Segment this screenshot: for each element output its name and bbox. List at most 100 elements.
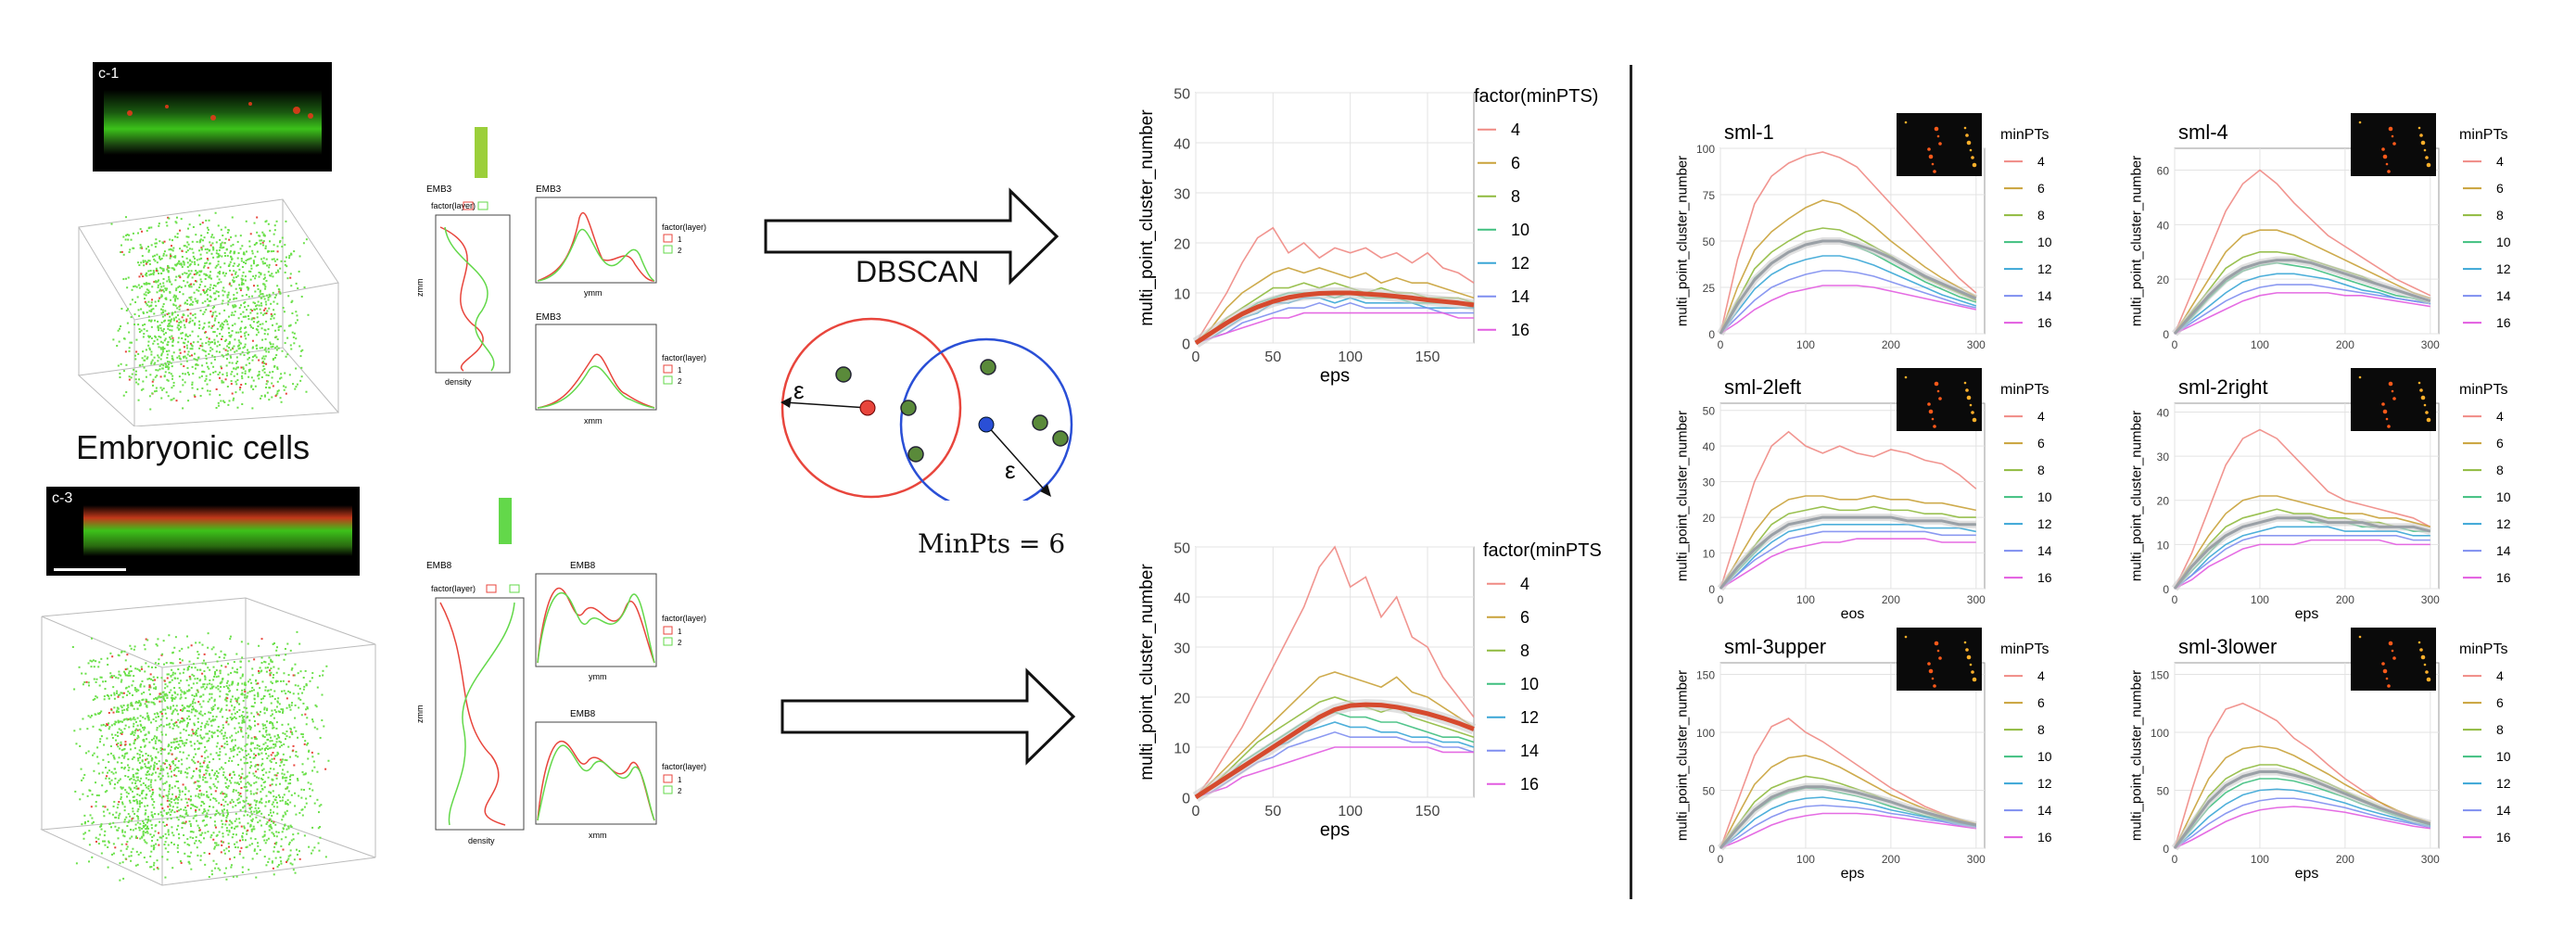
line-chart-sml-2right: 0 10 20 30 40 0 100 200 300 eps multi_point_cluste…: [2129, 368, 2511, 622]
legend-label: 8: [2037, 208, 2045, 222]
legend-title: factor(layer): [662, 353, 706, 362]
legend-label: 16: [2037, 570, 2052, 585]
legend-key: [463, 201, 474, 210]
legend-label: 6: [1520, 608, 1529, 627]
density-title: EMB3: [536, 184, 562, 195]
thumbnail-speck: [2385, 677, 2389, 680]
thumbnail-speck: [1928, 154, 1934, 159]
x-tick-label: 0: [1192, 804, 1200, 819]
thumbnail-speck: [1931, 162, 1935, 166]
thumbnail-speck: [2417, 381, 2421, 385]
series-line-4: [1195, 545, 1475, 798]
legend-title: factor(layer): [662, 614, 706, 623]
legend-label: 16: [1520, 775, 1539, 794]
x-axis-label: eps: [1841, 866, 1865, 882]
x-axis-label: eos: [1841, 606, 1865, 622]
x-tick-label: 100: [2251, 593, 2269, 606]
legend-label: 16: [2037, 315, 2052, 330]
thumbnail-speck: [2391, 389, 2394, 393]
series-line-6: [1719, 199, 1977, 335]
legend-label: 6: [1511, 154, 1520, 172]
thumbnail-speck: [1965, 133, 1969, 137]
plot-area: [1719, 402, 1986, 590]
thumbnail-speck: [1904, 121, 1908, 124]
legend-label: 6: [2496, 695, 2504, 710]
thumbnail-speck: [2420, 395, 2426, 400]
y-tick-label: 30: [1703, 476, 1716, 489]
thumbnail-speck: [2381, 147, 2385, 151]
x-tick-label: 300: [1967, 593, 1986, 606]
y-tick-label: 20: [1174, 691, 1190, 706]
legend-label: 12: [2037, 776, 2052, 791]
thumbnail-speck: [1928, 668, 1934, 674]
x-tick-label: 200: [2336, 853, 2354, 866]
x-tick-label: 0: [2172, 853, 2178, 866]
legend-label: 12: [2496, 516, 2511, 531]
y-tick-label: 100: [1696, 143, 1715, 156]
thumbnail-speck: [2358, 121, 2362, 124]
thumbnail-speck: [1971, 156, 1974, 159]
thumbnail-speck: [1928, 409, 1934, 414]
legend-label: 14: [2037, 543, 2052, 558]
x-tick-label: 200: [2336, 593, 2354, 606]
legend-label: 10: [2496, 489, 2511, 504]
y-axis-label: multi_point_cluster_number: [2129, 411, 2145, 581]
density-title: EMB3: [536, 312, 562, 323]
legend-label: 8: [2496, 463, 2504, 477]
series-line-14: [2174, 535, 2430, 590]
chart-title: sml-2right: [2178, 375, 2268, 399]
thumbnail-speck: [1927, 402, 1931, 406]
series-line-8: [1195, 696, 1475, 798]
thumbnail-speck: [1971, 670, 1974, 674]
series-line-16: [1719, 285, 1976, 335]
x-tick-label: 150: [1415, 349, 1440, 365]
embryonic-cells-label: Embryonic cells: [76, 428, 311, 466]
x-tick-label: 100: [2251, 853, 2269, 866]
legend-label: 4: [2037, 668, 2045, 683]
smooth-line: [1719, 785, 1977, 849]
thumbnail-speck: [1963, 641, 1967, 644]
legend-label: 14: [1511, 287, 1529, 306]
thumbnail-speck: [1936, 389, 1940, 393]
legend-title: factor(layer): [662, 222, 706, 232]
series-line-6: [1195, 267, 1475, 344]
legend-title: minPTs: [2459, 127, 2507, 143]
legend-label: 6: [2037, 695, 2045, 710]
y-tick-label: 50: [1174, 86, 1190, 102]
x-tick-label: 200: [1882, 338, 1900, 351]
thumbnail-speck: [2391, 649, 2394, 653]
y-tick-label: 0: [2163, 328, 2169, 341]
y-tick-label: 100: [1696, 727, 1715, 740]
legend-title: factor(layer): [662, 762, 706, 771]
y-tick-label: 10: [2157, 539, 2170, 552]
line-chart-sml-4: 0 20 40 60 0 100 200 300 multi_point_cluster_num…: [2129, 113, 2511, 351]
series-line-12: [2174, 526, 2430, 590]
plot-frame: [535, 573, 657, 667]
series-line-6: [2174, 495, 2431, 590]
smooth-line: [2173, 516, 2431, 590]
thumbnail-speck: [2358, 375, 2362, 379]
axis-label: xmm: [584, 416, 603, 425]
thumbnail-speck: [1965, 388, 1969, 392]
legend-label: 4: [2037, 409, 2045, 424]
chart-title: sml-4: [2178, 121, 2228, 144]
axis-label: density: [468, 836, 495, 845]
thumbnail-speck: [1966, 654, 1972, 660]
x-tick-label: 0: [1718, 338, 1724, 351]
panel-tag: c-1: [98, 66, 120, 82]
y-tick-label: 75: [1703, 189, 1716, 202]
density-title: EMB3: [426, 184, 452, 195]
y-tick-label: 50: [1174, 540, 1190, 556]
legend-label: 10: [2037, 749, 2052, 764]
thumbnail-speck: [1927, 147, 1931, 151]
series-line-6: [2174, 229, 2431, 335]
y-axis-label: multi_point_cluster_number: [1137, 109, 1157, 326]
series-line-14: [1719, 530, 1976, 590]
plot-frame: [535, 721, 657, 825]
thumbnail-speck: [1972, 162, 1977, 168]
thumbnail-speck: [2419, 648, 2423, 652]
svg-text:1: 1: [678, 628, 682, 636]
y-tick-label: 0: [2163, 843, 2169, 856]
thumbnail-speck: [2381, 662, 2385, 666]
y-tick-label: 0: [1182, 337, 1190, 352]
